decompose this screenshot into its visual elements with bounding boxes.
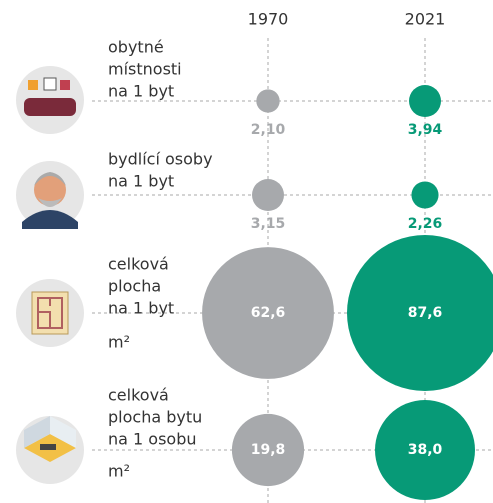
bubble <box>252 179 284 211</box>
unit-label: m² <box>108 333 130 352</box>
value-label: 2,26 <box>408 216 443 232</box>
bubble <box>347 235 493 391</box>
value-label: 3,15 <box>251 216 286 232</box>
column-header: 1970 <box>248 10 289 29</box>
row-label: bydlící osoby <box>108 150 213 169</box>
value-label: 87,6 <box>408 305 443 321</box>
row-label: na 1 byt <box>108 172 174 191</box>
row-label: obytné <box>108 38 164 57</box>
icons <box>16 66 84 484</box>
row-label: celková <box>108 255 169 274</box>
row-label: plocha <box>108 277 161 296</box>
row-label: celková <box>108 386 169 405</box>
bubble <box>202 247 334 379</box>
bubble <box>375 400 475 500</box>
row-label: na 1 osobu <box>108 430 197 449</box>
bubble <box>411 181 439 209</box>
value-label: 62,6 <box>251 305 286 321</box>
row-label: plocha bytu <box>108 408 202 427</box>
column-header: 2021 <box>405 10 446 29</box>
row-label: místnosti <box>108 60 182 79</box>
value-label: 2,10 <box>251 122 286 138</box>
value-label: 38,0 <box>408 442 443 458</box>
bubble <box>231 413 305 487</box>
bubble <box>409 85 441 117</box>
value-label: 19,8 <box>251 442 286 458</box>
bubble <box>256 89 280 113</box>
value-label: 3,94 <box>408 122 443 138</box>
row-label: na 1 byt <box>108 299 174 318</box>
unit-label: m² <box>108 462 130 481</box>
row-label: na 1 byt <box>108 82 174 101</box>
